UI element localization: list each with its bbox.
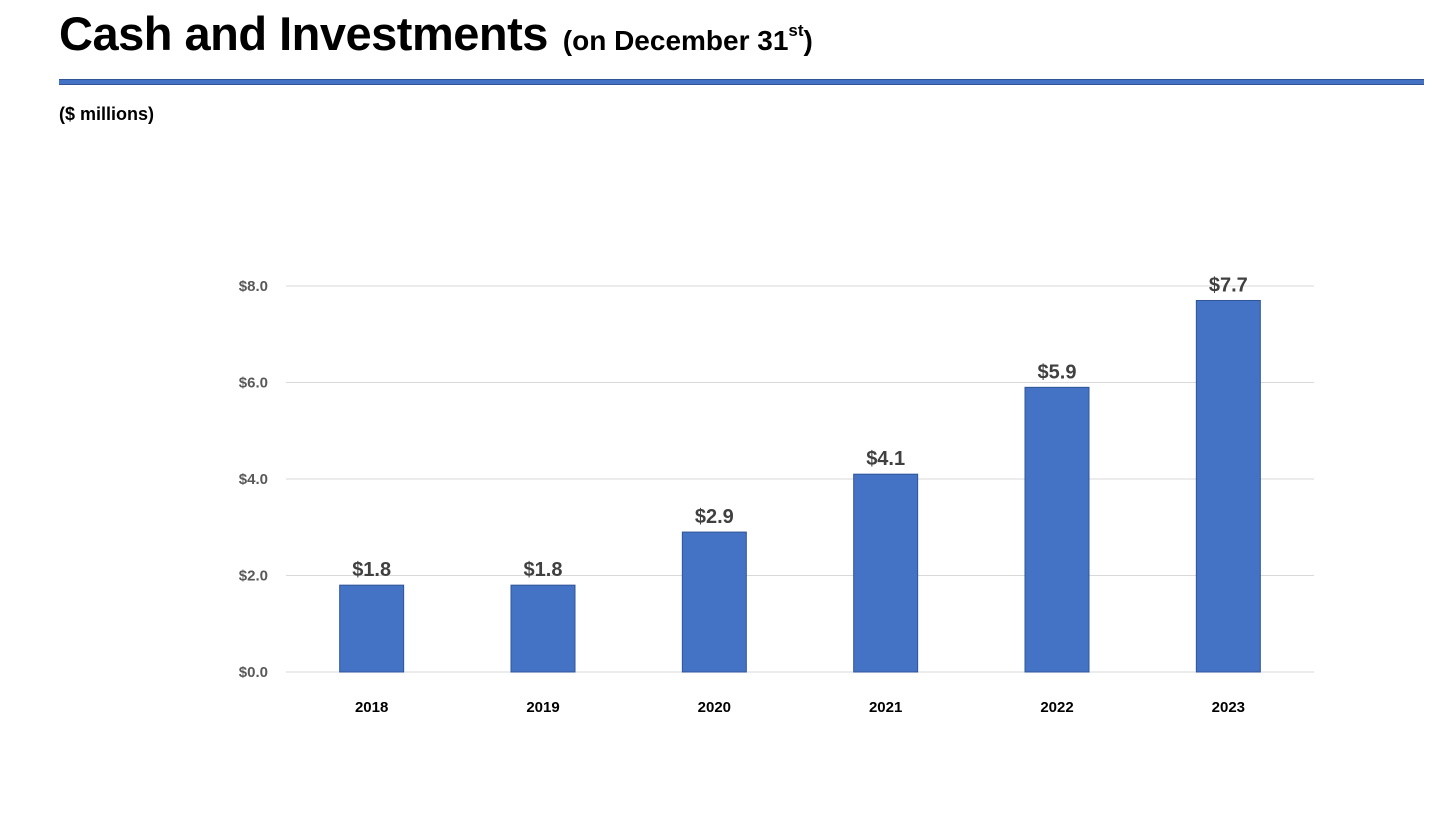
bars [339, 299, 1261, 673]
data-label: $1.8 [524, 559, 563, 581]
x-category-label: 2018 [355, 699, 388, 716]
bar-2022 [1024, 386, 1090, 673]
data-label: $1.8 [352, 559, 391, 581]
x-category-label: 2023 [1212, 699, 1245, 716]
y-tick-label: $4.0 [239, 471, 268, 488]
units-label: ($ millions) [59, 104, 155, 124]
y-tick-label: $6.0 [239, 375, 268, 392]
x-category-label: 2019 [526, 699, 559, 716]
title-main: Cash and Investments [59, 7, 548, 60]
bar-2020 [681, 531, 747, 673]
slide-title: Cash and Investments (on December 31st) [59, 10, 813, 57]
bar-2019 [510, 584, 576, 673]
bar-2023 [1195, 299, 1261, 673]
data-label: $5.9 [1038, 361, 1077, 383]
gridlines [286, 285, 1314, 673]
labels: $0.0 $2.0 $4.0 $6.0 $8.0 $1.8 2018 $1.8 2019 $2.9… [239, 274, 1248, 716]
title-underline-rule [59, 79, 1424, 85]
data-label: $7.7 [1209, 274, 1248, 296]
data-label: $4.1 [866, 448, 905, 470]
y-tick-label: $0.0 [239, 664, 268, 681]
bar-2021 [853, 473, 919, 673]
x-category-label: 2021 [869, 699, 902, 716]
data-label: $2.9 [695, 506, 734, 528]
subtitle-suffix: ) [803, 25, 813, 56]
x-category-label: 2020 [698, 699, 731, 716]
y-tick-label: $2.0 [239, 568, 268, 585]
title-subtitle: (on December 31st) [562, 22, 813, 56]
bar-2018 [339, 584, 405, 673]
subtitle-superscript: st [788, 21, 804, 40]
y-tick-label: $8.0 [239, 278, 268, 295]
x-category-label: 2022 [1040, 699, 1073, 716]
subtitle-prefix: (on December 31 [562, 25, 789, 56]
